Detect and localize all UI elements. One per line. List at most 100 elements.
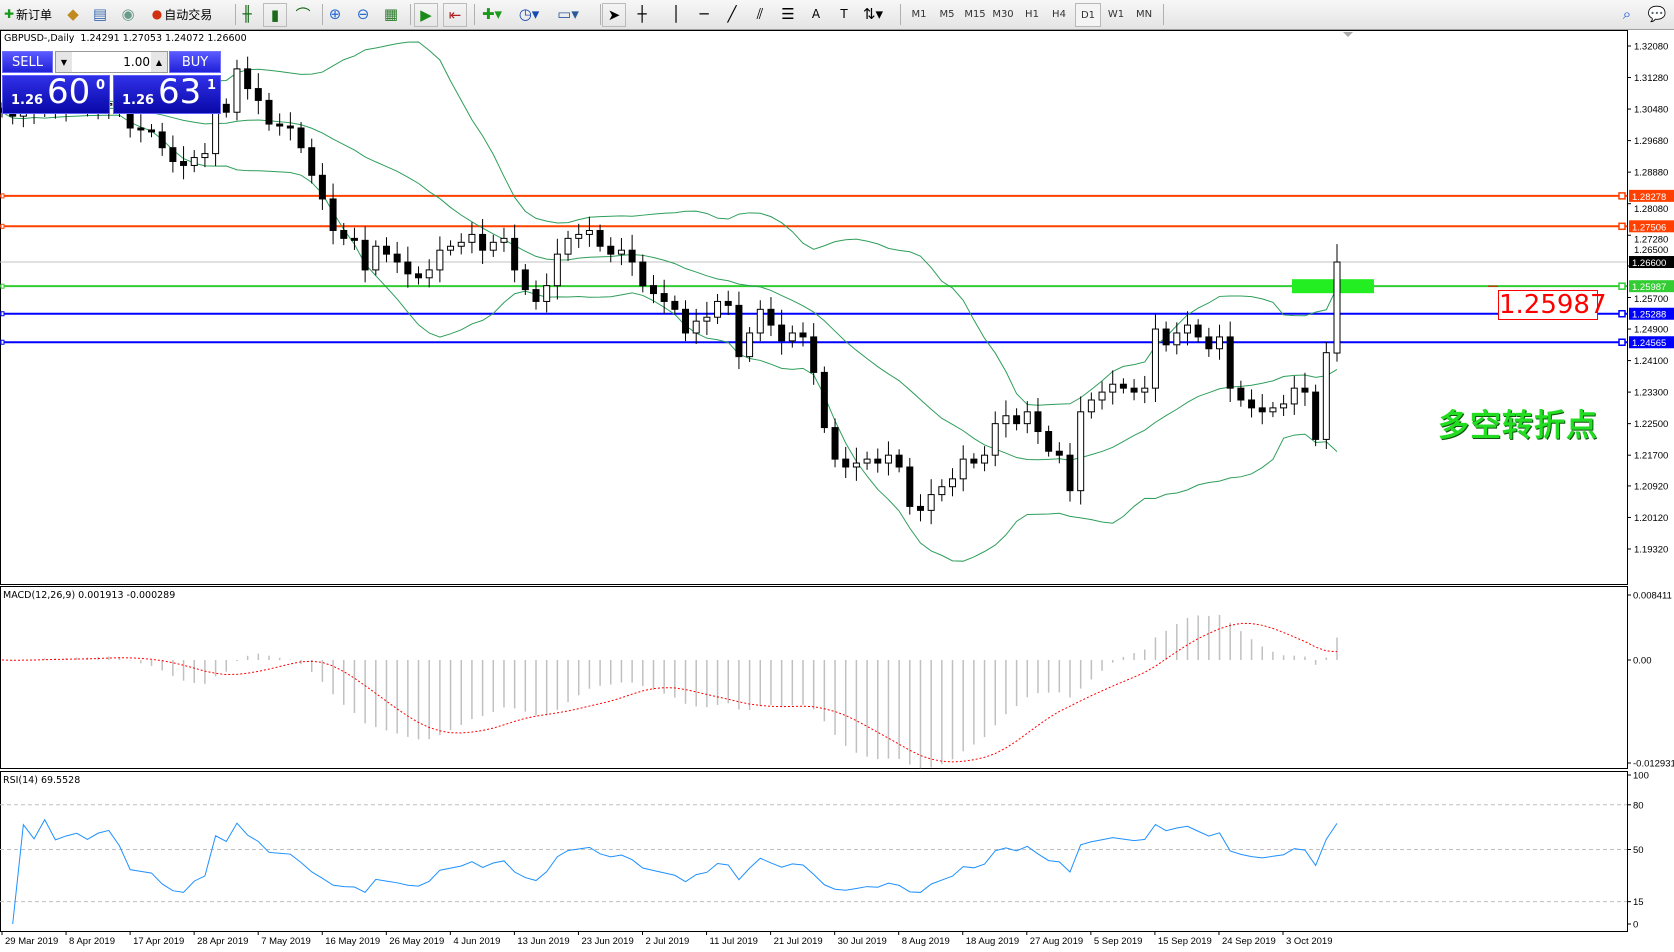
time-axis-label: 8 Aug 2019 [902,936,950,947]
time-axis-label: 13 Jun 2019 [517,936,569,947]
line-handle [0,311,5,317]
macd-axis-label: 0.008411 [1633,591,1672,602]
price-callout-label[interactable]: 1.25987 [1498,290,1607,320]
price-axis-label: 1.32080 [1634,42,1668,53]
text-icon[interactable]: A [811,7,821,21]
bear-candle [724,300,732,306]
crosshair-icon[interactable]: ┼ [637,5,647,23]
tile-windows-icon[interactable]: ▦ [383,5,399,23]
horizontal-line-icon[interactable]: ─ [699,5,709,23]
timeframe-m15[interactable]: M15 [964,8,986,20]
bull-candle [991,423,999,456]
lot-size-input[interactable] [74,53,154,71]
price-tag [1629,280,1674,293]
chat-icon[interactable]: 💬 [1647,5,1667,23]
bull-candle [959,458,967,480]
macd-axis-label: 0.00 [1633,656,1652,667]
bull-candle [1183,324,1191,334]
timeframe-d1[interactable]: D1 [1075,3,1101,27]
zoom-out-icon[interactable]: ⊖ [356,5,370,23]
bull-candle [1216,336,1224,350]
search-icon[interactable]: ⌕ [1622,5,1632,23]
bear-candle [361,239,369,271]
price-tag [1629,336,1674,349]
bear-candle [1237,387,1245,401]
timeframe-h1[interactable]: H1 [1025,8,1039,20]
cursor-icon[interactable]: ➤ [602,3,626,27]
time-axis-label: 15 Sep 2019 [1158,936,1212,947]
indicators-icon[interactable]: ✚▾ [481,5,503,23]
arrows-icon[interactable]: ⇅▾ [862,5,884,23]
timeframe-m1[interactable]: M1 [911,8,927,20]
navigator-icon[interactable]: ◆ [67,5,79,23]
signals-icon[interactable]: ◉ [121,5,135,23]
chart-shift-icon[interactable]: ⇤ [443,3,467,27]
bear-candle [318,174,326,200]
market-watch-icon[interactable]: ▤ [92,5,108,23]
separator [235,4,236,25]
price-axis-label: 1.30480 [1634,105,1668,116]
lot-increase-button[interactable]: ▲ [151,52,167,72]
fibonacci-icon[interactable]: ☰ [781,5,795,23]
bear-candle [1119,383,1127,389]
new-order-button[interactable]: ✚ 新订单 [3,7,53,22]
trendline-icon[interactable]: ╱ [727,5,737,23]
periods-icon[interactable]: ◷▾ [518,5,540,23]
price-axis-label: 1.28880 [1634,168,1668,179]
price-axis-label: 1.23300 [1634,388,1668,399]
timeframe-m30[interactable]: M30 [992,8,1014,20]
time-axis-label: 18 Aug 2019 [966,936,1019,947]
bear-candle [254,88,262,101]
bull-candle [468,233,476,243]
sell-price-box[interactable]: 1.26 60 0 [2,75,110,114]
equidistant-channel-icon[interactable]: ⫽ [756,5,764,23]
bear-candle [308,147,316,176]
timeframe-w1[interactable]: W1 [1107,8,1125,20]
vertical-line-icon[interactable]: │ [671,5,681,23]
time-axis-label: 26 May 2019 [389,936,444,947]
bear-candle [382,245,390,255]
bull-candle [447,245,455,251]
line-handle [1618,222,1626,231]
bear-candle [404,261,412,275]
candlestick-icon[interactable]: ▮ [263,3,287,27]
bear-candle [639,261,647,287]
one-click-trading-panel: SELL ▼ ▲ BUY 1.26 60 0 1.26 63 1 [2,51,221,114]
bollinger-upper-band [1,41,1338,406]
timeframe-m5[interactable]: M5 [939,8,955,20]
bear-candle [350,237,358,241]
bear-candle [1301,387,1309,393]
bar-chart-icon[interactable]: ╫ [242,5,252,23]
price-tag-label: 1.28278 [1632,192,1666,203]
line-handle [0,193,5,199]
sell-button[interactable]: SELL [2,51,53,73]
timeframe-h4[interactable]: H4 [1052,8,1066,20]
lot-decrease-button[interactable]: ▼ [56,52,72,72]
text-label-icon[interactable]: T [840,7,848,21]
auto-trading-icon: ● [151,7,163,21]
line-handle [0,283,5,289]
line-chart-icon[interactable]: ⌒ [295,5,311,24]
zoom-in-icon[interactable]: ⊕ [328,5,342,23]
bear-candle [916,505,924,511]
annotation-text[interactable]: 多空转折点 [1438,408,1598,444]
time-axis-label: 21 Jul 2019 [774,936,823,947]
separator [322,4,323,25]
timeframe-mn[interactable]: MN [1135,8,1153,20]
bear-candle [1205,336,1213,350]
time-axis-label: 11 Jul 2019 [710,936,758,947]
bear-candle [1045,431,1053,452]
time-axis-label: 17 Apr 2019 [133,936,184,947]
bear-candle [148,129,156,133]
bull-candle [1290,387,1298,405]
bear-candle [799,332,807,338]
auto-trading-button[interactable]: ● 自动交易 [151,7,213,22]
buy-button[interactable]: BUY [169,51,221,73]
auto-scroll-icon[interactable]: ▶ [414,3,438,27]
rsi-axis-label: 80 [1633,800,1644,811]
buy-price-box[interactable]: 1.26 63 1 [113,75,221,114]
separator [1163,4,1164,25]
bear-candle [607,245,615,255]
templates-icon[interactable]: ▭▾ [557,5,579,23]
